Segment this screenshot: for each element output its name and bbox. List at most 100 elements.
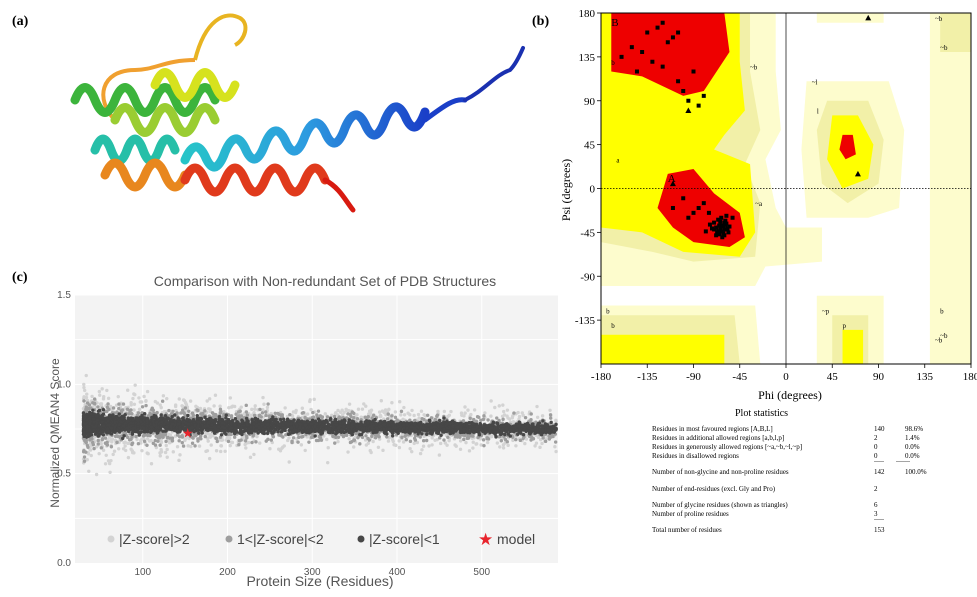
qmean-point [419,409,424,413]
qmean-point [489,414,493,418]
qmean-point [507,417,512,421]
qmean-point [132,408,136,412]
qmean-point [328,418,332,422]
qmean-point [373,436,378,440]
qmean-point [101,397,106,401]
qmean-point [99,446,104,450]
qmean-point [464,440,468,445]
qmean-point [186,444,190,448]
qmean-point [226,439,231,444]
qmean-point [548,413,553,417]
qmean-point [375,422,379,426]
qmean-point [400,435,404,440]
qmean-point [311,410,315,415]
qmean-point [435,414,439,418]
qmean-point [145,451,149,455]
qmean-point [253,404,257,408]
qmean-point [212,404,216,408]
qmean-point [535,404,539,409]
qmean-point [338,410,343,414]
qmean-point [430,436,434,440]
qmean-point [211,434,215,438]
qmean-point [113,434,118,439]
qmean-point [395,418,399,422]
qmean-point [283,406,287,410]
qmean-point [472,417,476,422]
qmean-point [309,407,313,412]
qmean-point [303,448,307,453]
qmean-point [454,432,459,437]
qmean-point [336,408,340,413]
qmean-point [88,448,93,452]
qmean-point [301,434,305,439]
qmean-point [443,441,448,445]
qmean-point [252,413,257,418]
qmean-point [109,445,114,449]
qmean-point [147,439,152,443]
qmean-point [402,413,407,417]
qmean-point [398,400,402,404]
qmean-point [91,440,95,445]
qmean-point [213,412,218,417]
qmean-point [84,373,88,378]
qmean-point [523,415,528,420]
qmean-point [346,450,350,454]
qmean-point [132,451,136,455]
qmean-point [243,442,247,447]
qmean-point [94,472,99,477]
qmean-point [366,436,370,441]
qmean-point [171,450,175,454]
qmean-point [117,447,121,451]
qmean-point [523,441,527,446]
qmean-point [397,439,401,443]
qmean-point [125,407,130,411]
qmean-point [453,443,457,447]
qmean-point [291,436,296,440]
qmean-point [116,434,120,439]
qmean-point [336,439,340,444]
qmean-point [158,433,163,437]
qmean-point [461,419,466,423]
panel-label-a: (a) [12,14,29,29]
qmean-point [195,413,199,418]
qmean-point [495,441,500,445]
qmean-point [250,440,254,445]
qmean-point [195,408,199,412]
qmean-point [466,434,470,439]
qmean-point [334,432,338,436]
qmean-point [265,405,270,410]
qmean-point [236,410,241,414]
qmean-point [83,439,88,444]
qmean-point [277,412,281,417]
qmean-point [430,443,434,447]
qmean-point [433,417,438,422]
qmean-point [285,414,290,419]
qmean-point [482,414,486,418]
qmean-point [384,410,388,414]
qmean-point [192,432,196,436]
qmean-point [224,413,228,417]
qmean-point [96,409,101,413]
qmean-point [158,403,162,407]
qmean-point [471,440,475,444]
qmean-point [134,434,138,439]
qmean-point [142,439,147,444]
qmean-point [173,413,177,417]
qmean-point [180,408,185,412]
qmean-point [127,438,132,442]
qmean-point [460,413,464,418]
qmean-point [280,429,284,434]
qmean-point [364,434,368,438]
qmean-point [179,411,183,415]
qmean-point [231,404,235,408]
qmean-point [341,413,345,417]
qmean-point [103,436,108,440]
qmean-point [203,434,207,439]
qmean-point [505,414,509,418]
qmean-point [104,453,108,457]
qmean-point [105,405,110,410]
qmean-point [495,416,499,420]
qmean-point [120,408,125,412]
qmean-point [112,449,117,453]
qmean-point [360,407,365,411]
